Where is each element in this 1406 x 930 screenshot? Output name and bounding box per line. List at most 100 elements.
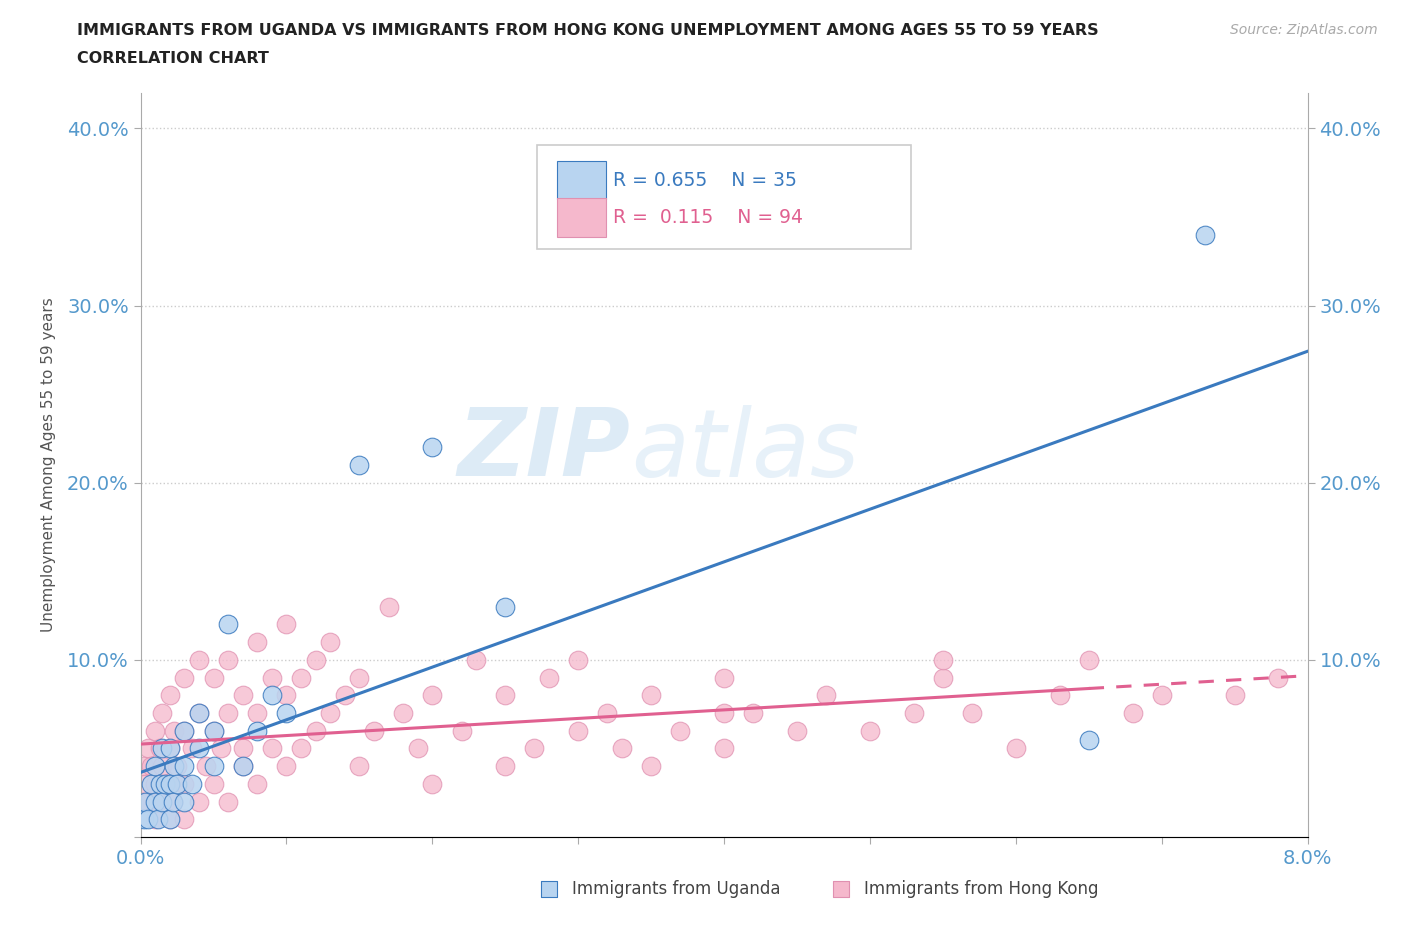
Point [859, 724, 882, 738]
Text: Source: ZipAtlas.com: Source: ZipAtlas.com [1230, 23, 1378, 37]
Point [159, 741, 181, 756]
Point [333, 688, 356, 703]
Point [276, 688, 298, 703]
Point [155, 777, 177, 791]
Point [209, 741, 232, 756]
Point [465, 653, 488, 668]
Point [143, 759, 166, 774]
Point [173, 794, 195, 809]
Point [132, 759, 155, 774]
Point [349, 671, 371, 685]
Point [217, 617, 239, 631]
Point [246, 634, 269, 649]
Point [523, 741, 546, 756]
Point [173, 724, 195, 738]
Point [363, 724, 385, 738]
Text: CORRELATION CHART: CORRELATION CHART [77, 51, 269, 66]
Point [195, 759, 218, 774]
Point [932, 653, 955, 668]
Point [610, 741, 633, 756]
Point [669, 724, 692, 738]
Point [232, 759, 254, 774]
Point [148, 777, 170, 791]
Point [136, 794, 159, 809]
Point [162, 794, 184, 809]
Text: atlas: atlas [631, 405, 859, 496]
Point [136, 741, 159, 756]
Point [494, 688, 516, 703]
Point [232, 741, 254, 756]
Point [217, 706, 239, 721]
Point [349, 458, 371, 472]
Point [260, 741, 283, 756]
Point [1223, 688, 1246, 703]
Point [319, 634, 342, 649]
Point [163, 724, 186, 738]
Point [596, 706, 619, 721]
Point [152, 794, 174, 809]
Point [319, 706, 342, 721]
Point [202, 759, 225, 774]
Point [139, 759, 162, 774]
Point [146, 812, 169, 827]
Text: Immigrants from Hong Kong: Immigrants from Hong Kong [865, 880, 1098, 898]
Point [188, 794, 211, 809]
Point [202, 671, 225, 685]
Point [173, 671, 195, 685]
Point [494, 759, 516, 774]
Point [159, 777, 181, 791]
Point [173, 759, 195, 774]
Point [815, 688, 838, 703]
Point [1150, 688, 1173, 703]
Point [173, 812, 195, 827]
Point [290, 741, 312, 756]
Point [1267, 671, 1289, 685]
Point [305, 653, 328, 668]
Point [132, 812, 155, 827]
Point [450, 724, 472, 738]
Point [146, 794, 169, 809]
Point [180, 777, 202, 791]
Point [1077, 653, 1099, 668]
Point [276, 706, 298, 721]
Point [422, 440, 444, 455]
Point [188, 741, 211, 756]
FancyBboxPatch shape [537, 145, 911, 249]
Point [1194, 227, 1216, 242]
Point [290, 671, 312, 685]
Point [422, 688, 444, 703]
Point [143, 812, 166, 827]
Text: Immigrants from Uganda: Immigrants from Uganda [572, 880, 780, 898]
Point [159, 812, 181, 827]
Point [188, 706, 211, 721]
Point [143, 794, 166, 809]
Point [139, 777, 162, 791]
Point [159, 741, 181, 756]
Point [1122, 706, 1144, 721]
Point [166, 777, 188, 791]
Point [202, 724, 225, 738]
Point [202, 777, 225, 791]
Point [136, 812, 159, 827]
Point [159, 812, 181, 827]
Point [276, 617, 298, 631]
FancyBboxPatch shape [557, 198, 606, 236]
Point [494, 599, 516, 614]
Point [640, 759, 662, 774]
Point [148, 741, 170, 756]
Point [162, 794, 184, 809]
Point [217, 653, 239, 668]
Point [246, 724, 269, 738]
Point [180, 741, 202, 756]
Point [305, 724, 328, 738]
Point [152, 706, 174, 721]
Point [713, 741, 735, 756]
Point [260, 671, 283, 685]
Point [567, 724, 589, 738]
Point [152, 759, 174, 774]
Text: ZIP: ZIP [458, 405, 631, 496]
Point [143, 777, 166, 791]
Point [188, 653, 211, 668]
Point [538, 671, 561, 685]
Point [640, 688, 662, 703]
